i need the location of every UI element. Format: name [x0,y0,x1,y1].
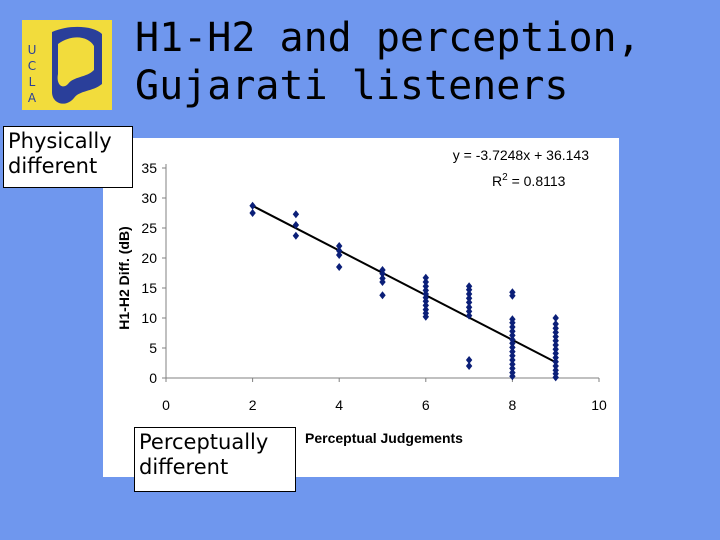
r-squared-superscript: 2 [502,172,508,183]
y-tick-label: 15 [141,280,157,296]
data-point [465,303,473,312]
y-axis-label: H1-H2 Diff. (dB) [116,226,132,329]
data-point [509,331,516,340]
r-squared-label: R2 = 0.8113 [492,172,566,189]
data-point [465,307,473,316]
data-point [465,311,473,320]
data-point [509,327,516,336]
chart-ticks: 0 5 10 15 20 25 30 35 0 2 4 6 8 10 [141,160,607,413]
data-point [292,231,300,240]
slide-title-line-2: Gujarati listeners [135,63,569,109]
x-tick-label: 8 [509,397,517,413]
chart-points [249,201,559,382]
callout-physically-different: Physically different [3,126,133,188]
data-point [422,297,429,306]
y-tick-label: 20 [141,250,157,266]
data-point [422,312,429,321]
data-point [422,301,429,310]
data-point [336,242,343,250]
callout-line: Physically [8,129,112,153]
data-point [465,294,473,303]
x-axis-label: Perceptual Judgements [305,430,463,446]
data-point [422,282,429,291]
data-point [509,347,516,356]
data-point [422,273,429,282]
callout-perceptually-different: Perceptually different [134,427,296,492]
y-tick-label: 25 [141,220,157,236]
trendline [252,204,557,364]
data-point [249,209,256,217]
data-point [509,360,516,369]
scatter-chart: 0 5 10 15 20 25 30 35 0 2 4 6 8 10 y = -3.7248x + 36.… [116,147,607,446]
data-point [509,339,516,348]
data-point [379,291,386,300]
callout-line: different [139,455,229,480]
data-point [509,323,516,331]
data-point [509,364,516,373]
y-tick-label: 30 [141,190,157,206]
data-point [465,362,473,370]
logo-vocal-tract [57,37,94,87]
x-tick-label: 4 [335,397,343,413]
data-point [292,210,300,219]
data-point [249,201,256,210]
x-tick-label: 6 [422,397,430,413]
data-point [509,356,516,364]
y-tick-label: 5 [149,340,157,356]
data-point [336,251,343,259]
data-point [509,343,516,352]
data-point [422,278,429,286]
chart-axes [165,164,599,379]
data-point [336,246,343,255]
data-point [465,290,473,298]
slide-title-line-1: H1-H2 and perception, [135,15,641,61]
ucla-logo: U C L A [22,20,112,110]
r-squared-symbol: R [492,173,502,189]
data-point [292,221,300,229]
data-point [509,351,516,360]
y-tick-label: 0 [149,370,157,386]
data-point [509,291,516,300]
logo-letter: L [29,75,36,89]
logo-letter: A [28,91,37,105]
data-point [379,278,386,286]
y-tick-label: 10 [141,310,157,326]
callout-line: different [8,154,98,179]
data-point [509,318,516,327]
x-tick-label: 0 [162,397,170,413]
data-point [465,298,473,307]
slide-title: H1-H2 and perception, Gujarati listeners [135,14,710,110]
data-point [465,356,473,364]
chart-panel: 0 5 10 15 20 25 30 35 0 2 4 6 8 10 y = -3.7248x + 36.… [103,138,619,477]
data-point [509,372,516,381]
trendline-equation: y = -3.7248x + 36.143 [453,147,589,163]
r-squared-value: = 0.8113 [508,173,566,189]
callout-line: Perceptually [139,430,269,454]
logo-letter-strip [22,20,46,110]
data-point [336,263,343,271]
logo-letter: C [28,59,36,73]
logo-letter: U [28,43,37,57]
data-point [465,285,473,294]
chart-trendline-group [252,204,557,364]
x-tick-label: 10 [591,397,607,413]
x-tick-label: 2 [249,397,257,413]
data-point [379,269,386,278]
y-tick-label: 35 [141,160,157,176]
